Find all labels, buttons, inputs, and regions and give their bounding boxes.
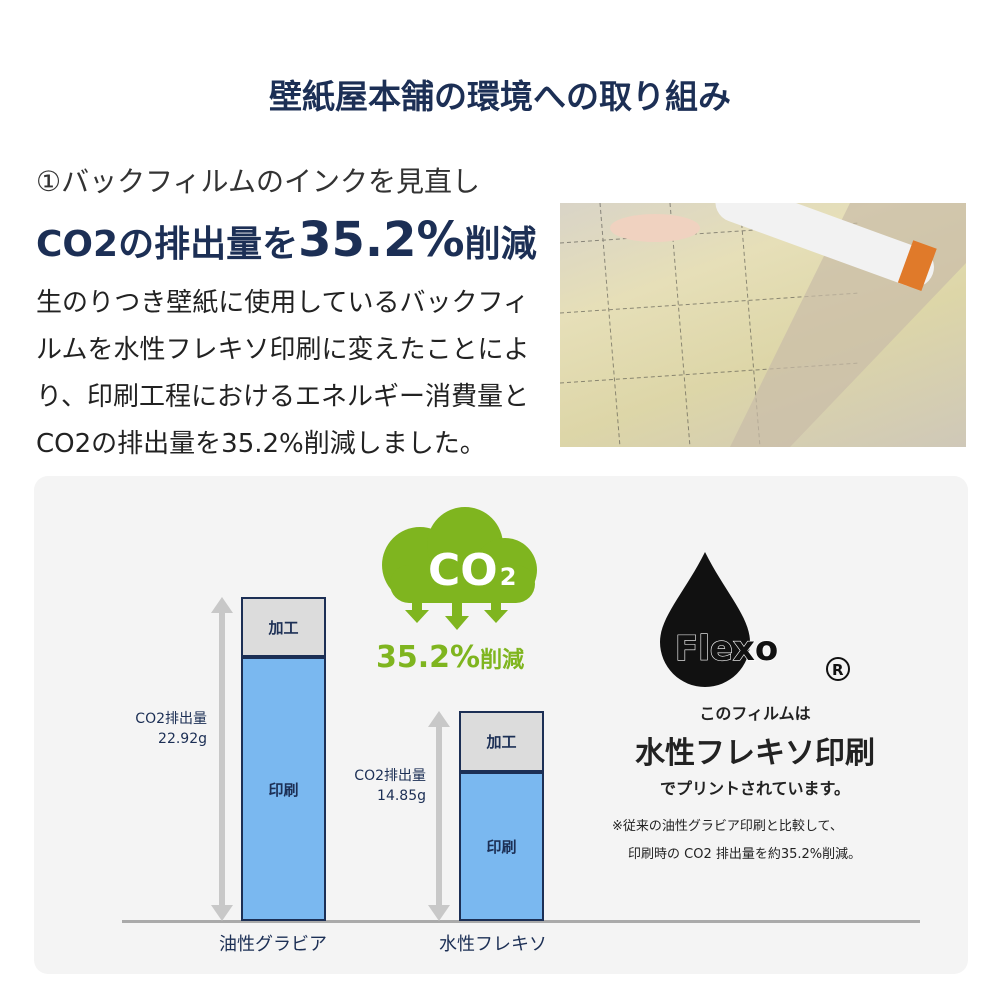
- co2-cloud-icon: CO2: [382, 507, 537, 630]
- note-line1: ※従来の油性グラビア印刷と比較して、: [612, 819, 843, 834]
- total-label-text: CO2排出量: [135, 711, 207, 727]
- category-label: 水性フレキソ: [439, 934, 547, 955]
- total-arrow: [211, 597, 233, 921]
- chart-baseline: [122, 920, 920, 923]
- flexo-drop-logo: Flexo R: [660, 552, 850, 687]
- headline-value: 35.2%: [298, 212, 465, 268]
- wallpaper-roll-illustration: [560, 203, 966, 447]
- headline: CO2の排出量を35.2%削減: [36, 212, 537, 268]
- headline-post: 削減: [464, 224, 537, 265]
- total-label-value: 14.85g: [377, 788, 426, 805]
- bar-segment-print: 印刷: [459, 771, 544, 921]
- section-subtitle: ①バックフィルムのインクを見直し: [36, 165, 480, 198]
- co2-text: CO2: [428, 545, 516, 596]
- total-label-value: 22.92g: [158, 731, 207, 747]
- total-label: CO2排出量 22.92g: [97, 709, 207, 749]
- page-title: 壁紙屋本舗の環境への取り組み: [269, 77, 731, 116]
- body-text: 生のりつき壁紙に使用しているバックフィルムを水性フレキソ印刷に変えたことにより、…: [36, 288, 530, 459]
- flexo-line1: このフィルムは: [699, 704, 811, 723]
- svg-text:Flexo: Flexo: [675, 629, 778, 669]
- total-label-text: CO2排出量: [354, 768, 426, 785]
- product-photo: [560, 203, 966, 447]
- reduction-suffix: 削減: [480, 648, 525, 673]
- total-arrow: [428, 711, 450, 921]
- flexo-line3: でプリントされています。: [660, 779, 850, 798]
- note-line2: 印刷時の CO2 排出量を約35.2%削減。: [628, 847, 862, 862]
- bar-segment-process: 加工: [459, 711, 544, 772]
- svg-text:R: R: [832, 661, 844, 679]
- total-label: CO2排出量 14.85g: [316, 766, 426, 806]
- bar-segment-process: 加工: [241, 597, 326, 658]
- bar-segment-print: 印刷: [241, 657, 326, 921]
- reduction-value: 35.2%: [376, 640, 481, 675]
- headline-pre: CO2の排出量を: [36, 224, 299, 265]
- flexo-line2: 水性フレキソ印刷: [635, 736, 875, 771]
- reduction-label: 35.2%削減: [376, 640, 524, 675]
- category-label: 油性グラビア: [219, 934, 327, 955]
